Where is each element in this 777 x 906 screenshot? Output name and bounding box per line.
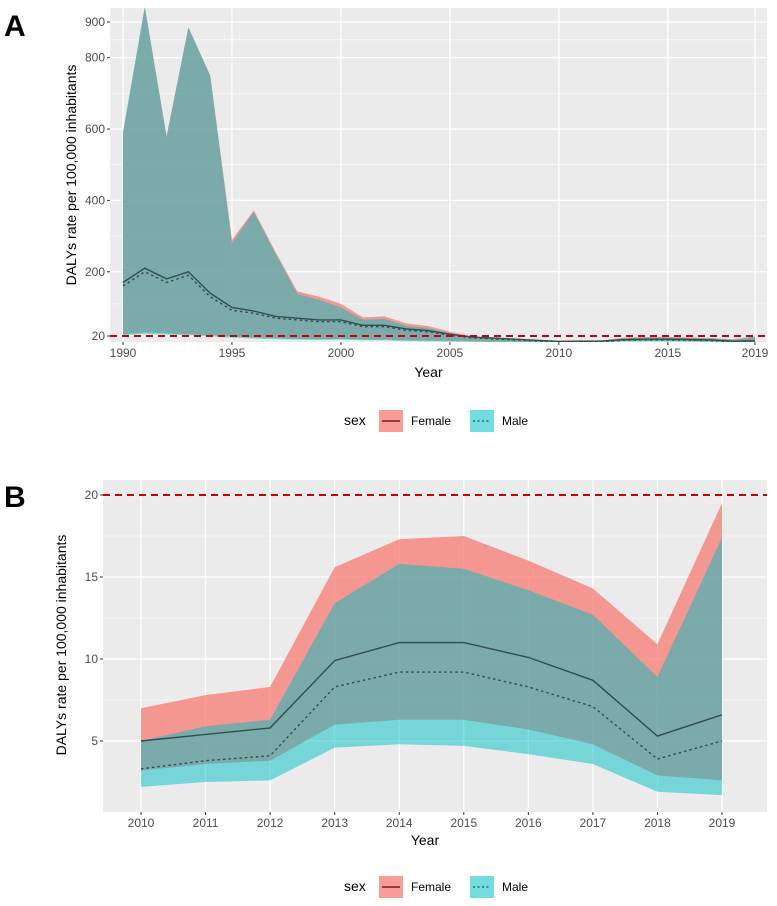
legend: sex Female Male	[344, 876, 528, 898]
legend-key-male: Male	[470, 876, 528, 898]
legend-label: Female	[411, 880, 451, 894]
y-tick-label: 5	[91, 734, 98, 748]
legend-key-female: Female	[379, 876, 451, 898]
panel-B: B 5 10 15 20 2010 2011 2012 2013 2014 2015 2016 2017…	[4, 480, 767, 898]
legend-label: Male	[502, 880, 528, 894]
x-axis-title: Year	[411, 832, 440, 848]
y-axis-title: DALYs rate per 100,000 inhabitants	[53, 535, 69, 756]
x-tick-label: 2012	[257, 816, 284, 830]
mean-line-female	[122, 267, 756, 342]
y-tick-label: 800	[85, 51, 105, 65]
mean-line-male	[140, 671, 723, 770]
x-tick-label: 2016	[515, 816, 542, 830]
y-axis-title: DALYs rate per 100,000 inhabitants	[63, 65, 79, 286]
x-tick-label: 2017	[580, 816, 607, 830]
legend: sex Female Male	[344, 410, 528, 432]
x-tick-label: 2019	[742, 346, 769, 360]
x-tick-label: 2000	[328, 346, 355, 360]
x-tick-label: 1990	[110, 346, 137, 360]
plot-area	[110, 8, 767, 342]
x-tick-label: 2011	[193, 816, 219, 830]
y-tick-label: 200	[85, 265, 105, 279]
plot-area	[103, 494, 767, 796]
x-tick-label: 2010	[546, 346, 573, 360]
legend-title: sex	[344, 412, 366, 428]
x-tick-label: 2018	[644, 816, 671, 830]
x-tick-label: 2015	[654, 346, 681, 360]
panel-letter: B	[4, 481, 26, 514]
x-tick-label: 2019	[709, 816, 736, 830]
y-tick-label: 20	[85, 488, 99, 502]
legend-title: sex	[344, 878, 366, 894]
x-tick-label: 2005	[437, 346, 464, 360]
ribbon-male	[123, 8, 755, 342]
y-tick-label: 400	[85, 193, 105, 207]
x-tick-label: 2013	[321, 816, 348, 830]
ribbon-male	[141, 537, 722, 796]
legend-label: Female	[411, 414, 451, 428]
x-tick-label: 2010	[128, 816, 155, 830]
panel-letter: A	[4, 10, 26, 43]
legend-key-female: Female	[379, 410, 451, 432]
y-tick-label: 600	[85, 122, 105, 136]
x-tick-label: 1995	[219, 346, 246, 360]
mean-line-female	[140, 641, 723, 742]
y-tick-label: 20	[92, 329, 106, 343]
panel-A: A 20 200 400 600 800 900 1990 1995 2000 2005 2010 20…	[4, 8, 769, 432]
y-tick-label: 900	[85, 15, 105, 29]
x-axis-title: Year	[414, 364, 443, 380]
x-tick-label: 2014	[386, 816, 413, 830]
legend-label: Male	[502, 414, 528, 428]
y-tick-label: 10	[85, 652, 99, 666]
legend-key-male: Male	[470, 410, 528, 432]
y-tick-label: 15	[85, 570, 99, 584]
x-tick-label: 2015	[450, 816, 477, 830]
